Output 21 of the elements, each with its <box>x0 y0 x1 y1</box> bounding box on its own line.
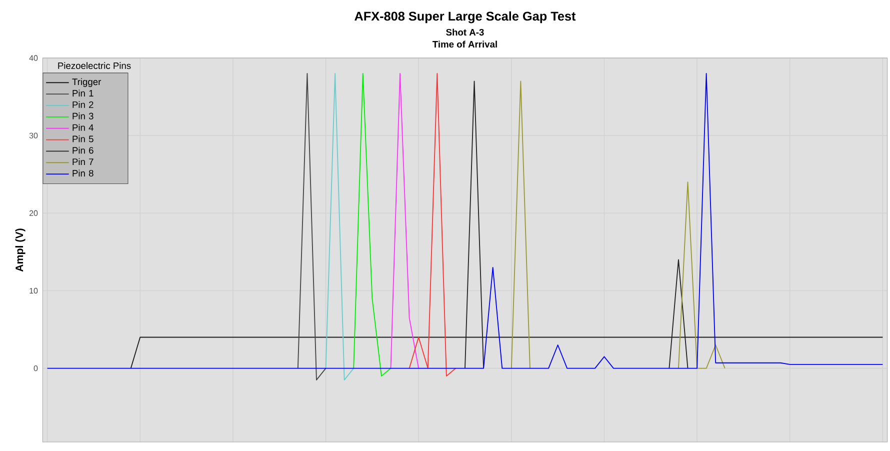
line-series <box>408 72 456 376</box>
y-tick-label: 0 <box>34 365 38 372</box>
legend-label: Pin 6 <box>72 146 94 154</box>
legend-label: Trigger <box>72 78 102 87</box>
legend-label: Pin 8 <box>72 170 94 176</box>
chart-title: AFX-808 Super Large Scale Gap Test <box>354 11 576 24</box>
y-tick-label: 40 <box>29 55 38 61</box>
legend-label: Pin 7 <box>72 158 94 165</box>
y-axis-title: Ampl (V) <box>15 228 26 272</box>
line-series <box>353 72 392 376</box>
text: Time of Arrival <box>432 40 497 48</box>
y-tick-label: 20 <box>29 210 38 216</box>
y-tick-label: 10 <box>30 288 38 294</box>
chart-subtitle: Shot A-3 <box>446 28 484 36</box>
legend-label: Pin 1 <box>72 90 94 96</box>
legend-title: Piezoelectric Pins <box>58 62 131 69</box>
legend-label: Pin 5 <box>72 135 94 142</box>
y-tick-label: 30 <box>29 132 38 138</box>
legend-label: Pin 2 <box>72 101 94 108</box>
legend-label: Pin 3 <box>72 112 94 120</box>
legend-label: Pin 4 <box>72 124 94 131</box>
